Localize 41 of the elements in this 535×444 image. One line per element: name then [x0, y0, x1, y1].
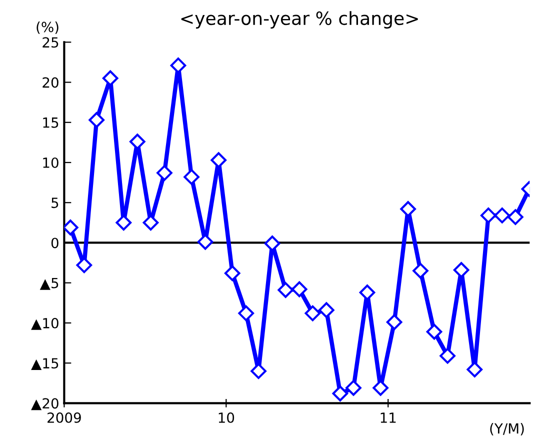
point — [76, 257, 92, 274]
point — [480, 208, 496, 224]
point — [332, 386, 348, 402]
point — [426, 324, 442, 340]
x-tick-label: 11 — [380, 412, 396, 423]
chart-title: <year-on-year % change> — [181, 11, 418, 29]
point — [156, 165, 172, 181]
point — [197, 234, 214, 250]
point — [224, 265, 240, 282]
point — [346, 380, 362, 396]
point — [264, 236, 280, 252]
y-axis-title: (%) — [36, 22, 58, 34]
y-tick-label: 25 — [42, 37, 58, 48]
point — [412, 262, 428, 279]
y-tick-label: ▲10 — [31, 318, 58, 330]
point — [453, 262, 470, 278]
y-tick-label: 0 — [51, 238, 58, 248]
y-tick-label: 15 — [43, 118, 58, 128]
point — [278, 282, 294, 298]
point — [400, 201, 416, 217]
y-tick-label: 10 — [43, 157, 58, 168]
point — [238, 305, 254, 322]
y-tick-label: ▲20 — [31, 398, 58, 410]
y-tick-label: ▲15 — [31, 358, 58, 370]
x-tick-label: 10 — [218, 412, 234, 423]
point — [291, 281, 308, 298]
point — [304, 305, 321, 322]
point — [508, 209, 524, 225]
point — [494, 208, 510, 224]
point — [88, 112, 105, 128]
point — [184, 169, 200, 185]
point — [250, 363, 266, 379]
point — [466, 362, 483, 378]
y-tick-label: 20 — [42, 77, 58, 88]
x-tick-label: 2009 — [48, 412, 81, 423]
y-tick-label: 5 — [52, 198, 58, 208]
point — [440, 348, 456, 364]
point — [386, 314, 402, 330]
x-axis-title: (Y/M) — [490, 423, 524, 436]
y-tick-label: ▲5 — [40, 278, 58, 290]
point — [318, 302, 334, 318]
